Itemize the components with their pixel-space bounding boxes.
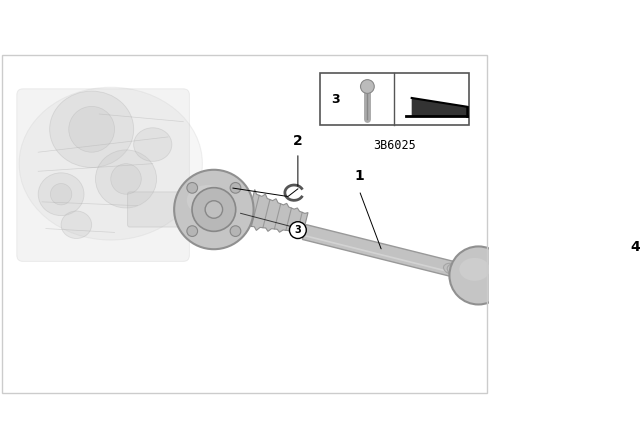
FancyBboxPatch shape <box>17 89 189 262</box>
Circle shape <box>289 222 307 238</box>
Circle shape <box>51 184 72 205</box>
Polygon shape <box>303 224 480 283</box>
Polygon shape <box>244 190 308 234</box>
Text: 2: 2 <box>293 134 303 148</box>
Text: 3: 3 <box>294 225 301 235</box>
Text: 4: 4 <box>630 240 640 254</box>
Ellipse shape <box>452 264 476 280</box>
Circle shape <box>187 182 198 193</box>
Circle shape <box>205 201 223 218</box>
Circle shape <box>187 226 198 237</box>
Ellipse shape <box>19 87 202 240</box>
Ellipse shape <box>447 263 468 277</box>
Circle shape <box>192 188 236 231</box>
Ellipse shape <box>61 211 92 238</box>
Circle shape <box>605 302 617 314</box>
Polygon shape <box>412 98 467 116</box>
Polygon shape <box>584 298 598 309</box>
Circle shape <box>360 80 374 93</box>
Ellipse shape <box>187 185 228 215</box>
Ellipse shape <box>460 258 490 281</box>
Ellipse shape <box>95 150 157 208</box>
Ellipse shape <box>134 128 172 161</box>
FancyBboxPatch shape <box>127 192 186 227</box>
Polygon shape <box>542 285 586 309</box>
Text: 3: 3 <box>331 93 339 106</box>
Text: 3B6025: 3B6025 <box>373 139 416 152</box>
Ellipse shape <box>444 263 461 275</box>
Circle shape <box>230 226 241 237</box>
Ellipse shape <box>38 173 84 215</box>
Circle shape <box>174 170 253 249</box>
Polygon shape <box>499 265 546 301</box>
Bar <box>320 73 469 125</box>
Text: 1: 1 <box>355 169 364 183</box>
Circle shape <box>449 246 508 305</box>
Circle shape <box>230 182 241 193</box>
Ellipse shape <box>50 91 134 168</box>
Circle shape <box>68 106 115 152</box>
Circle shape <box>597 295 625 322</box>
Circle shape <box>111 164 141 194</box>
